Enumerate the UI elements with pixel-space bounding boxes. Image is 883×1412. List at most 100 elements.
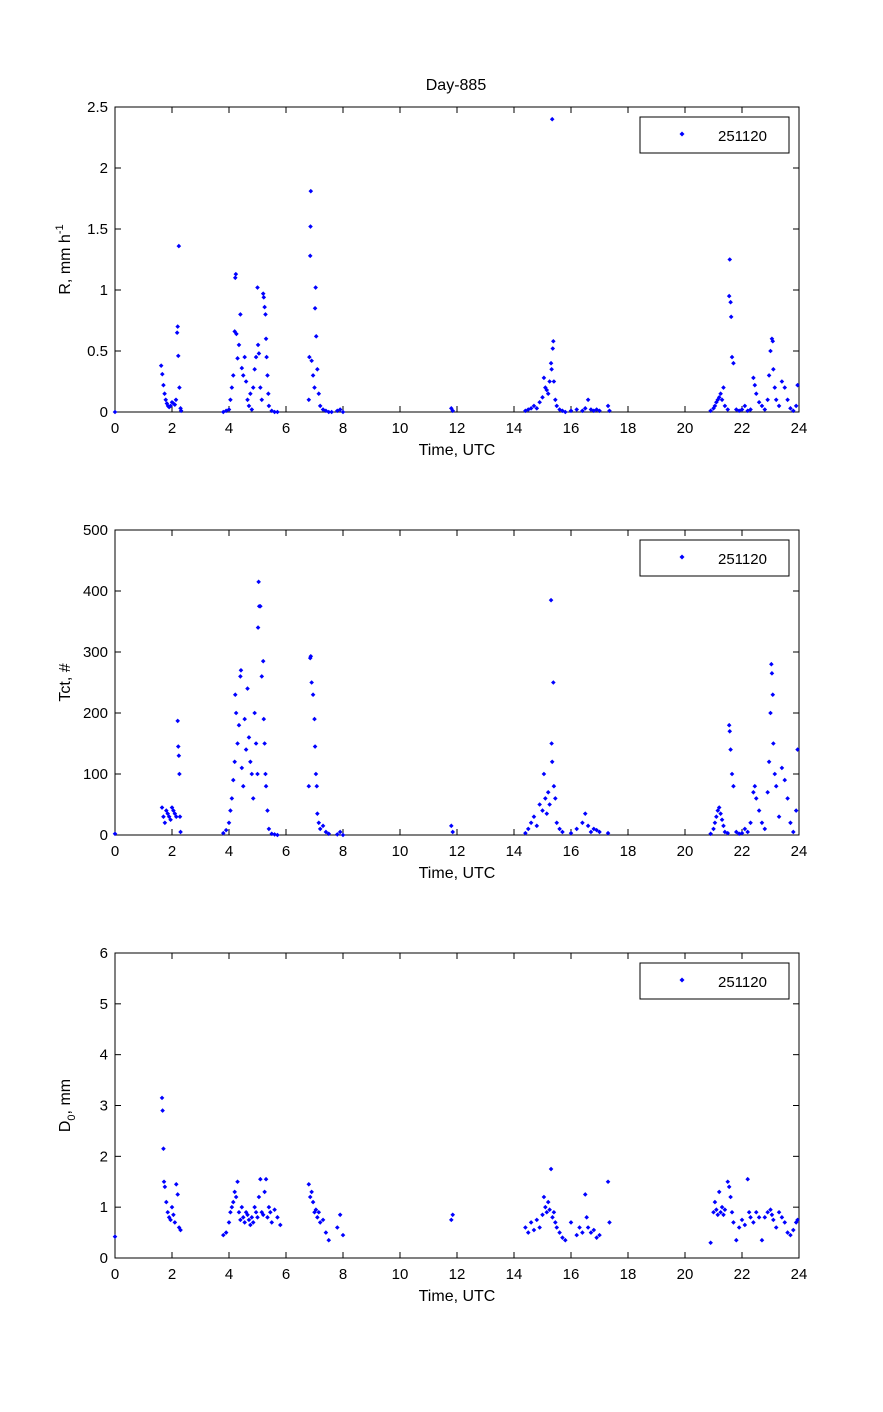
data-point xyxy=(742,1222,748,1228)
data-point xyxy=(308,188,314,194)
data-point xyxy=(554,403,560,409)
x-tick-label: 24 xyxy=(791,843,808,860)
data-point xyxy=(268,1209,273,1215)
data-point xyxy=(272,1207,277,1213)
data-point xyxy=(728,1194,733,1200)
data-point xyxy=(547,379,552,384)
data-point xyxy=(252,1204,257,1210)
data-point xyxy=(734,1237,739,1243)
data-point xyxy=(238,668,244,673)
data-point xyxy=(751,375,756,381)
legend-label: 251120 xyxy=(718,128,767,145)
data-point xyxy=(722,403,728,409)
data-point xyxy=(258,603,263,609)
data-point xyxy=(582,406,588,411)
series-251120 xyxy=(112,116,800,415)
data-point xyxy=(742,403,748,409)
legend-box xyxy=(639,962,790,1000)
data-point xyxy=(263,783,269,789)
data-point xyxy=(278,1222,283,1228)
data-point xyxy=(541,771,547,777)
data-point xyxy=(770,338,776,344)
x-tick-label: 12 xyxy=(449,420,466,437)
data-point xyxy=(172,402,178,407)
x-tick-label: 8 xyxy=(339,1266,347,1283)
legend-box xyxy=(639,539,790,577)
data-point xyxy=(449,406,454,411)
data-point xyxy=(537,1225,542,1230)
data-point xyxy=(260,658,266,664)
data-point xyxy=(232,275,238,281)
data-point xyxy=(548,597,554,603)
data-point xyxy=(178,1227,183,1233)
data-point xyxy=(163,397,169,403)
data-point xyxy=(768,348,773,354)
data-point xyxy=(256,351,262,356)
data-point xyxy=(528,1220,534,1225)
data-point xyxy=(250,796,256,801)
data-point xyxy=(165,1209,171,1215)
x-tick-label: 2 xyxy=(168,843,176,860)
data-point xyxy=(316,820,322,826)
data-point xyxy=(759,820,765,826)
data-point xyxy=(309,358,314,364)
data-point xyxy=(253,741,259,746)
data-point xyxy=(161,1146,166,1152)
data-point xyxy=(534,406,540,411)
data-point xyxy=(540,395,545,400)
y-tick-label: 0 xyxy=(100,827,108,844)
data-point xyxy=(335,408,340,414)
data-point xyxy=(729,1209,735,1215)
data-point xyxy=(161,1179,167,1185)
data-point xyxy=(323,1230,329,1235)
data-point xyxy=(323,829,329,835)
data-point xyxy=(256,579,261,585)
x-tick-label: 22 xyxy=(734,420,751,437)
data-point xyxy=(557,826,562,832)
data-point xyxy=(765,397,770,403)
data-point xyxy=(547,802,552,807)
data-point xyxy=(312,306,318,311)
data-point xyxy=(171,401,176,406)
data-point xyxy=(313,334,319,339)
data-point xyxy=(793,808,799,813)
data-point xyxy=(772,385,778,390)
x-tick-label: 6 xyxy=(282,420,290,437)
data-point xyxy=(317,403,323,409)
x-tick-label: 8 xyxy=(339,843,347,860)
x-tick-label: 18 xyxy=(620,843,637,860)
data-point xyxy=(768,710,773,716)
data-point xyxy=(307,1194,313,1200)
data-point xyxy=(162,391,167,396)
y-tick-label: 1 xyxy=(100,1199,108,1216)
data-point xyxy=(773,783,779,789)
data-point xyxy=(314,783,320,789)
data-point xyxy=(771,741,776,746)
data-point xyxy=(534,1217,540,1223)
data-point xyxy=(745,829,750,835)
y-tick-label: 6 xyxy=(100,945,108,962)
data-point xyxy=(232,759,237,765)
data-point xyxy=(708,1240,713,1246)
data-point xyxy=(712,1199,718,1205)
data-point xyxy=(337,407,343,412)
data-point xyxy=(228,397,233,403)
data-point xyxy=(112,1234,118,1239)
data-point xyxy=(310,1199,316,1205)
data-point xyxy=(553,796,558,801)
x-tick-label: 24 xyxy=(791,420,808,437)
data-point xyxy=(588,829,594,835)
data-point xyxy=(245,397,250,403)
data-point xyxy=(574,407,579,412)
data-point xyxy=(765,1209,770,1215)
data-point xyxy=(230,777,236,783)
x-tick-label: 16 xyxy=(563,843,580,860)
data-point xyxy=(785,1230,790,1235)
data-point xyxy=(162,820,168,826)
data-point xyxy=(337,1212,343,1218)
x-tick-label: 4 xyxy=(225,420,233,437)
data-point xyxy=(779,1215,785,1220)
data-point xyxy=(537,399,542,405)
data-point xyxy=(795,747,800,752)
data-point xyxy=(249,771,255,777)
